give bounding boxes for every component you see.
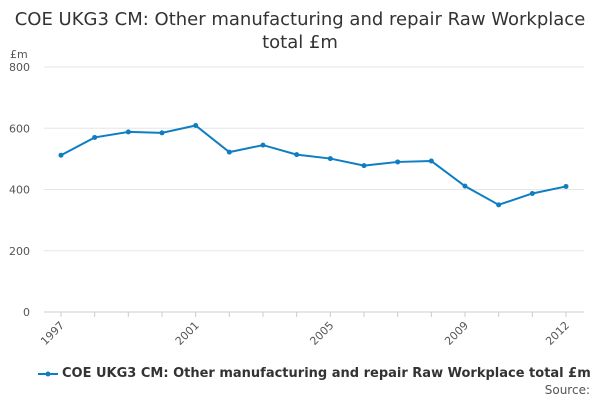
data-point[interactable] (58, 152, 64, 158)
chart-title: COE UKG3 CM: Other manufacturing and rep… (14, 9, 586, 53)
y-tick-label: 0 (23, 306, 30, 319)
y-tick-label: 400 (9, 184, 30, 197)
x-tick-label: 2009 (442, 319, 471, 348)
legend-label: COE UKG3 CM: Other manufacturing and rep… (62, 366, 591, 381)
x-tick-label: 2001 (173, 319, 202, 348)
x-tick-label: 1997 (38, 319, 67, 348)
data-point[interactable] (92, 134, 98, 140)
legend-marker-icon (38, 371, 58, 376)
series-line (60, 124, 567, 206)
x-tick-label: 2012 (543, 319, 572, 348)
data-point[interactable] (395, 159, 401, 165)
data-point[interactable] (159, 130, 165, 136)
data-point[interactable] (361, 163, 367, 169)
y-tick-label: 600 (9, 122, 30, 135)
source-label: Source: (544, 383, 590, 397)
data-point[interactable] (327, 156, 333, 162)
data-point[interactable] (462, 183, 468, 189)
x-tick-label: 2005 (307, 319, 336, 348)
y-tick-label: 200 (9, 245, 30, 258)
data-point[interactable] (428, 158, 434, 164)
data-point[interactable] (260, 142, 266, 148)
data-point[interactable] (294, 152, 300, 158)
y-tick-label: 800 (9, 61, 30, 74)
data-point[interactable] (496, 202, 502, 208)
data-point[interactable] (563, 183, 569, 189)
data-point[interactable] (529, 190, 535, 196)
data-point[interactable] (193, 122, 199, 128)
legend[interactable]: COE UKG3 CM: Other manufacturing and rep… (38, 366, 591, 381)
data-point[interactable] (125, 129, 131, 135)
y-axis-label: £m (10, 48, 28, 61)
data-point[interactable] (226, 149, 232, 155)
